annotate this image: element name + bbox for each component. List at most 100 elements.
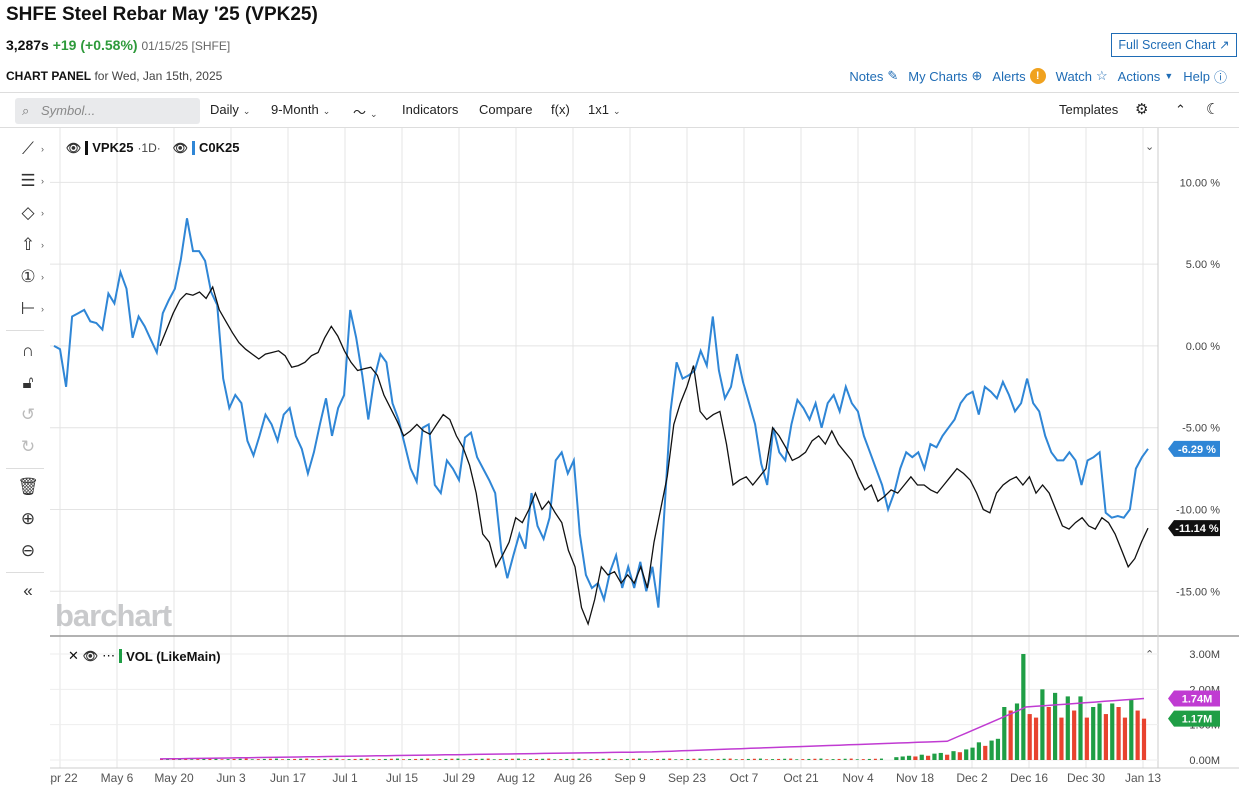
fib-tool-icon[interactable]: ☰ › bbox=[20, 171, 44, 190]
volume-bar bbox=[329, 758, 333, 760]
volume-bar bbox=[214, 758, 218, 760]
volume-bar bbox=[196, 759, 200, 760]
x-tick-label: Oct 7 bbox=[730, 771, 759, 785]
volume-bar bbox=[650, 759, 654, 760]
chevron-down-icon: ⌄ bbox=[370, 109, 378, 119]
volume-bar bbox=[565, 758, 569, 760]
x-tick-label: Jul 1 bbox=[332, 771, 358, 785]
top-nav: Notes ✎ My Charts ⊕ Alerts! Watch ☆ Actions… bbox=[849, 66, 1227, 86]
volume-average-tag bbox=[1168, 690, 1220, 707]
chevron-down-icon[interactable]: ⌄ bbox=[1145, 141, 1155, 153]
x-tick-label: Aug 12 bbox=[497, 771, 535, 785]
eye-icon[interactable]: 👁︎ bbox=[82, 649, 99, 663]
annotation-tool-icon[interactable]: ① › bbox=[20, 267, 44, 286]
volume-bar bbox=[957, 752, 962, 760]
volume-bar bbox=[571, 758, 575, 760]
volume-bar bbox=[547, 758, 551, 760]
volume-bar bbox=[1141, 718, 1147, 760]
volume-bar bbox=[1116, 707, 1121, 760]
templates-button[interactable]: Templates bbox=[1059, 102, 1119, 117]
volume-legend-label: VOL (LikeMain) bbox=[126, 648, 221, 664]
y-tick-label: -10.00 % bbox=[1176, 505, 1220, 517]
page-title: SHFE Steel Rebar May '25 (VPK25) bbox=[6, 4, 318, 25]
chart-type-dropdown[interactable]: 〜 ⌄ bbox=[353, 102, 378, 121]
volume-bar bbox=[426, 758, 430, 760]
eye-icon[interactable]: 👁︎ bbox=[172, 140, 189, 155]
caret-down-icon: ▼ bbox=[1164, 71, 1174, 81]
zoom-out-icon[interactable]: ⊖ bbox=[20, 541, 36, 560]
volume-bar bbox=[951, 751, 956, 760]
collapse-icon[interactable]: ⌃ bbox=[1175, 102, 1186, 117]
indicators-button[interactable]: Indicators bbox=[402, 102, 459, 117]
volume-bar bbox=[595, 758, 599, 760]
measure-tool-icon[interactable]: ⊢ › bbox=[20, 299, 44, 318]
volume-bar bbox=[268, 758, 272, 760]
collapse-toolbar-icon[interactable]: « bbox=[23, 581, 33, 600]
main-series-legend[interactable]: 👁︎ VPK25 ·1D· 👁︎ C0K25 bbox=[66, 140, 239, 155]
volume-bar bbox=[894, 757, 899, 760]
volume-bar bbox=[450, 758, 454, 760]
volume-bar bbox=[1033, 717, 1039, 760]
price-line: 3,287s +19 (+0.58%) 01/15/25 [SHFE] bbox=[6, 37, 230, 53]
symbol-search-input[interactable]: ⌕ Symbol... bbox=[15, 98, 200, 124]
x-tick-label: Jul 15 bbox=[386, 771, 418, 785]
volume-bar bbox=[1097, 703, 1102, 760]
volume-bar bbox=[274, 758, 278, 760]
layout-label: 1x1 bbox=[588, 102, 609, 117]
watch-link[interactable]: Watch ☆ bbox=[1056, 66, 1108, 86]
notes-label: Notes bbox=[849, 68, 884, 84]
volume-bar bbox=[656, 758, 660, 760]
last-price: 3,287s bbox=[6, 37, 49, 53]
help-link[interactable]: Help ⓘ bbox=[1183, 66, 1227, 86]
eye-icon[interactable]: 👁︎ bbox=[66, 140, 82, 155]
notes-link[interactable]: Notes ✎ bbox=[849, 66, 898, 86]
volume-bar bbox=[589, 759, 593, 760]
volume-bar bbox=[504, 758, 508, 760]
volume-bar bbox=[305, 758, 309, 760]
last-value-tag bbox=[1168, 440, 1220, 457]
range-dropdown[interactable]: 9-Month ⌄ bbox=[271, 102, 330, 117]
redo-icon[interactable]: ↻ bbox=[20, 437, 36, 456]
volume-bar bbox=[377, 759, 381, 760]
shape-tool-icon[interactable]: ◇ › bbox=[21, 203, 44, 222]
arrow-tool-icon[interactable]: ⇧ › bbox=[20, 235, 44, 254]
full-screen-chart-button[interactable]: Full Screen Chart ↗ bbox=[1111, 33, 1237, 57]
my-charts-label: My Charts bbox=[908, 68, 968, 84]
actions-menu[interactable]: Actions ▼ bbox=[1118, 66, 1174, 86]
series-line-c0k25 bbox=[53, 218, 1149, 608]
volume-average-line bbox=[159, 697, 1145, 760]
chart-area[interactable]: Apr 22 May 6 May 20 Jun 3 Jun 17 Jul 1 Jul 15 J… bbox=[50, 128, 1239, 788]
dark-mode-icon[interactable]: ☾ bbox=[1206, 101, 1220, 118]
magnet-icon[interactable]: ∩ bbox=[21, 341, 35, 360]
volume-bar bbox=[389, 758, 393, 760]
volume-bar bbox=[523, 759, 526, 760]
my-charts-link[interactable]: My Charts ⊕ bbox=[908, 66, 982, 86]
series-color-swatch bbox=[192, 140, 196, 155]
interval-dropdown[interactable]: Daily ⌄ bbox=[210, 102, 250, 117]
volume-bar bbox=[613, 759, 617, 760]
volume-bar bbox=[480, 758, 484, 760]
compare-button[interactable]: Compare bbox=[479, 102, 533, 117]
volume-legend[interactable]: ✕ 👁︎ ⋯ VOL (LikeMain) bbox=[68, 648, 221, 664]
line-tool-icon[interactable]: ⟋ › bbox=[22, 139, 44, 158]
layout-dropdown[interactable]: 1x1 ⌄ bbox=[588, 102, 621, 117]
lock-icon[interactable]: 🔓︎ bbox=[22, 373, 34, 392]
volume-bar bbox=[341, 759, 345, 760]
volume-bar bbox=[906, 755, 912, 760]
chevron-up-icon[interactable]: ⌃ bbox=[1145, 649, 1155, 661]
chart-panel-title: CHART PANEL bbox=[6, 69, 92, 83]
zoom-in-icon[interactable]: ⊕ bbox=[20, 509, 36, 528]
close-icon[interactable]: ✕ bbox=[68, 648, 79, 663]
y-tick-label: -15.00 % bbox=[1176, 586, 1220, 598]
y-tick-label: 10.00 % bbox=[1180, 177, 1221, 189]
price-change: +19 (+0.58%) bbox=[52, 37, 138, 53]
fx-button[interactable]: f(x) bbox=[551, 102, 570, 117]
volume-bar bbox=[631, 758, 635, 760]
volume-bar bbox=[801, 759, 805, 760]
star-icon: ☆ bbox=[1096, 68, 1108, 83]
gear-icon[interactable]: ⚙ bbox=[1135, 101, 1149, 118]
more-icon[interactable]: ⋯ bbox=[102, 648, 116, 663]
undo-icon[interactable]: ↺ bbox=[20, 405, 36, 424]
trash-icon[interactable]: 🗑︎ bbox=[17, 477, 39, 496]
alerts-link[interactable]: Alerts! bbox=[992, 66, 1046, 86]
